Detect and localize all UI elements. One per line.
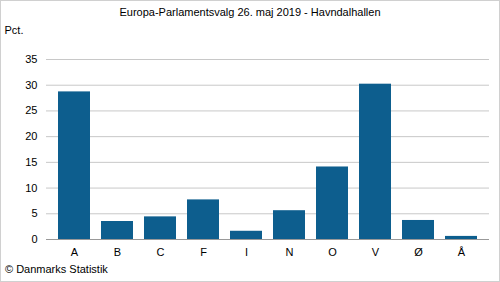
svg-text:20: 20 bbox=[25, 130, 37, 142]
svg-text:N: N bbox=[286, 246, 294, 258]
svg-text:Ø: Ø bbox=[414, 246, 423, 258]
svg-text:O: O bbox=[328, 246, 337, 258]
html-text:© Danmarks Statistik: © Danmarks Statistik bbox=[5, 263, 108, 275]
svg-text:5: 5 bbox=[31, 207, 37, 219]
svg-text:A: A bbox=[71, 246, 79, 258]
svg-text:I: I bbox=[245, 246, 248, 258]
svg-text:0: 0 bbox=[31, 233, 37, 245]
svg-text:30: 30 bbox=[25, 79, 37, 91]
svg-text:V: V bbox=[372, 246, 380, 258]
svg-text:Pct.: Pct. bbox=[5, 24, 24, 36]
svg-text:Å: Å bbox=[458, 246, 466, 258]
svg-text:15: 15 bbox=[25, 156, 37, 168]
svg-text:25: 25 bbox=[25, 104, 37, 116]
svg-text:35: 35 bbox=[25, 53, 37, 65]
svg-text:F: F bbox=[200, 246, 207, 258]
svg-text:10: 10 bbox=[25, 182, 37, 194]
html-text:Europa-Parlamentsvalg 26. maj: Europa-Parlamentsvalg 26. maj 2019 - Hav… bbox=[119, 6, 381, 18]
svg-text:B: B bbox=[114, 246, 121, 258]
svg-text:C: C bbox=[157, 246, 165, 258]
